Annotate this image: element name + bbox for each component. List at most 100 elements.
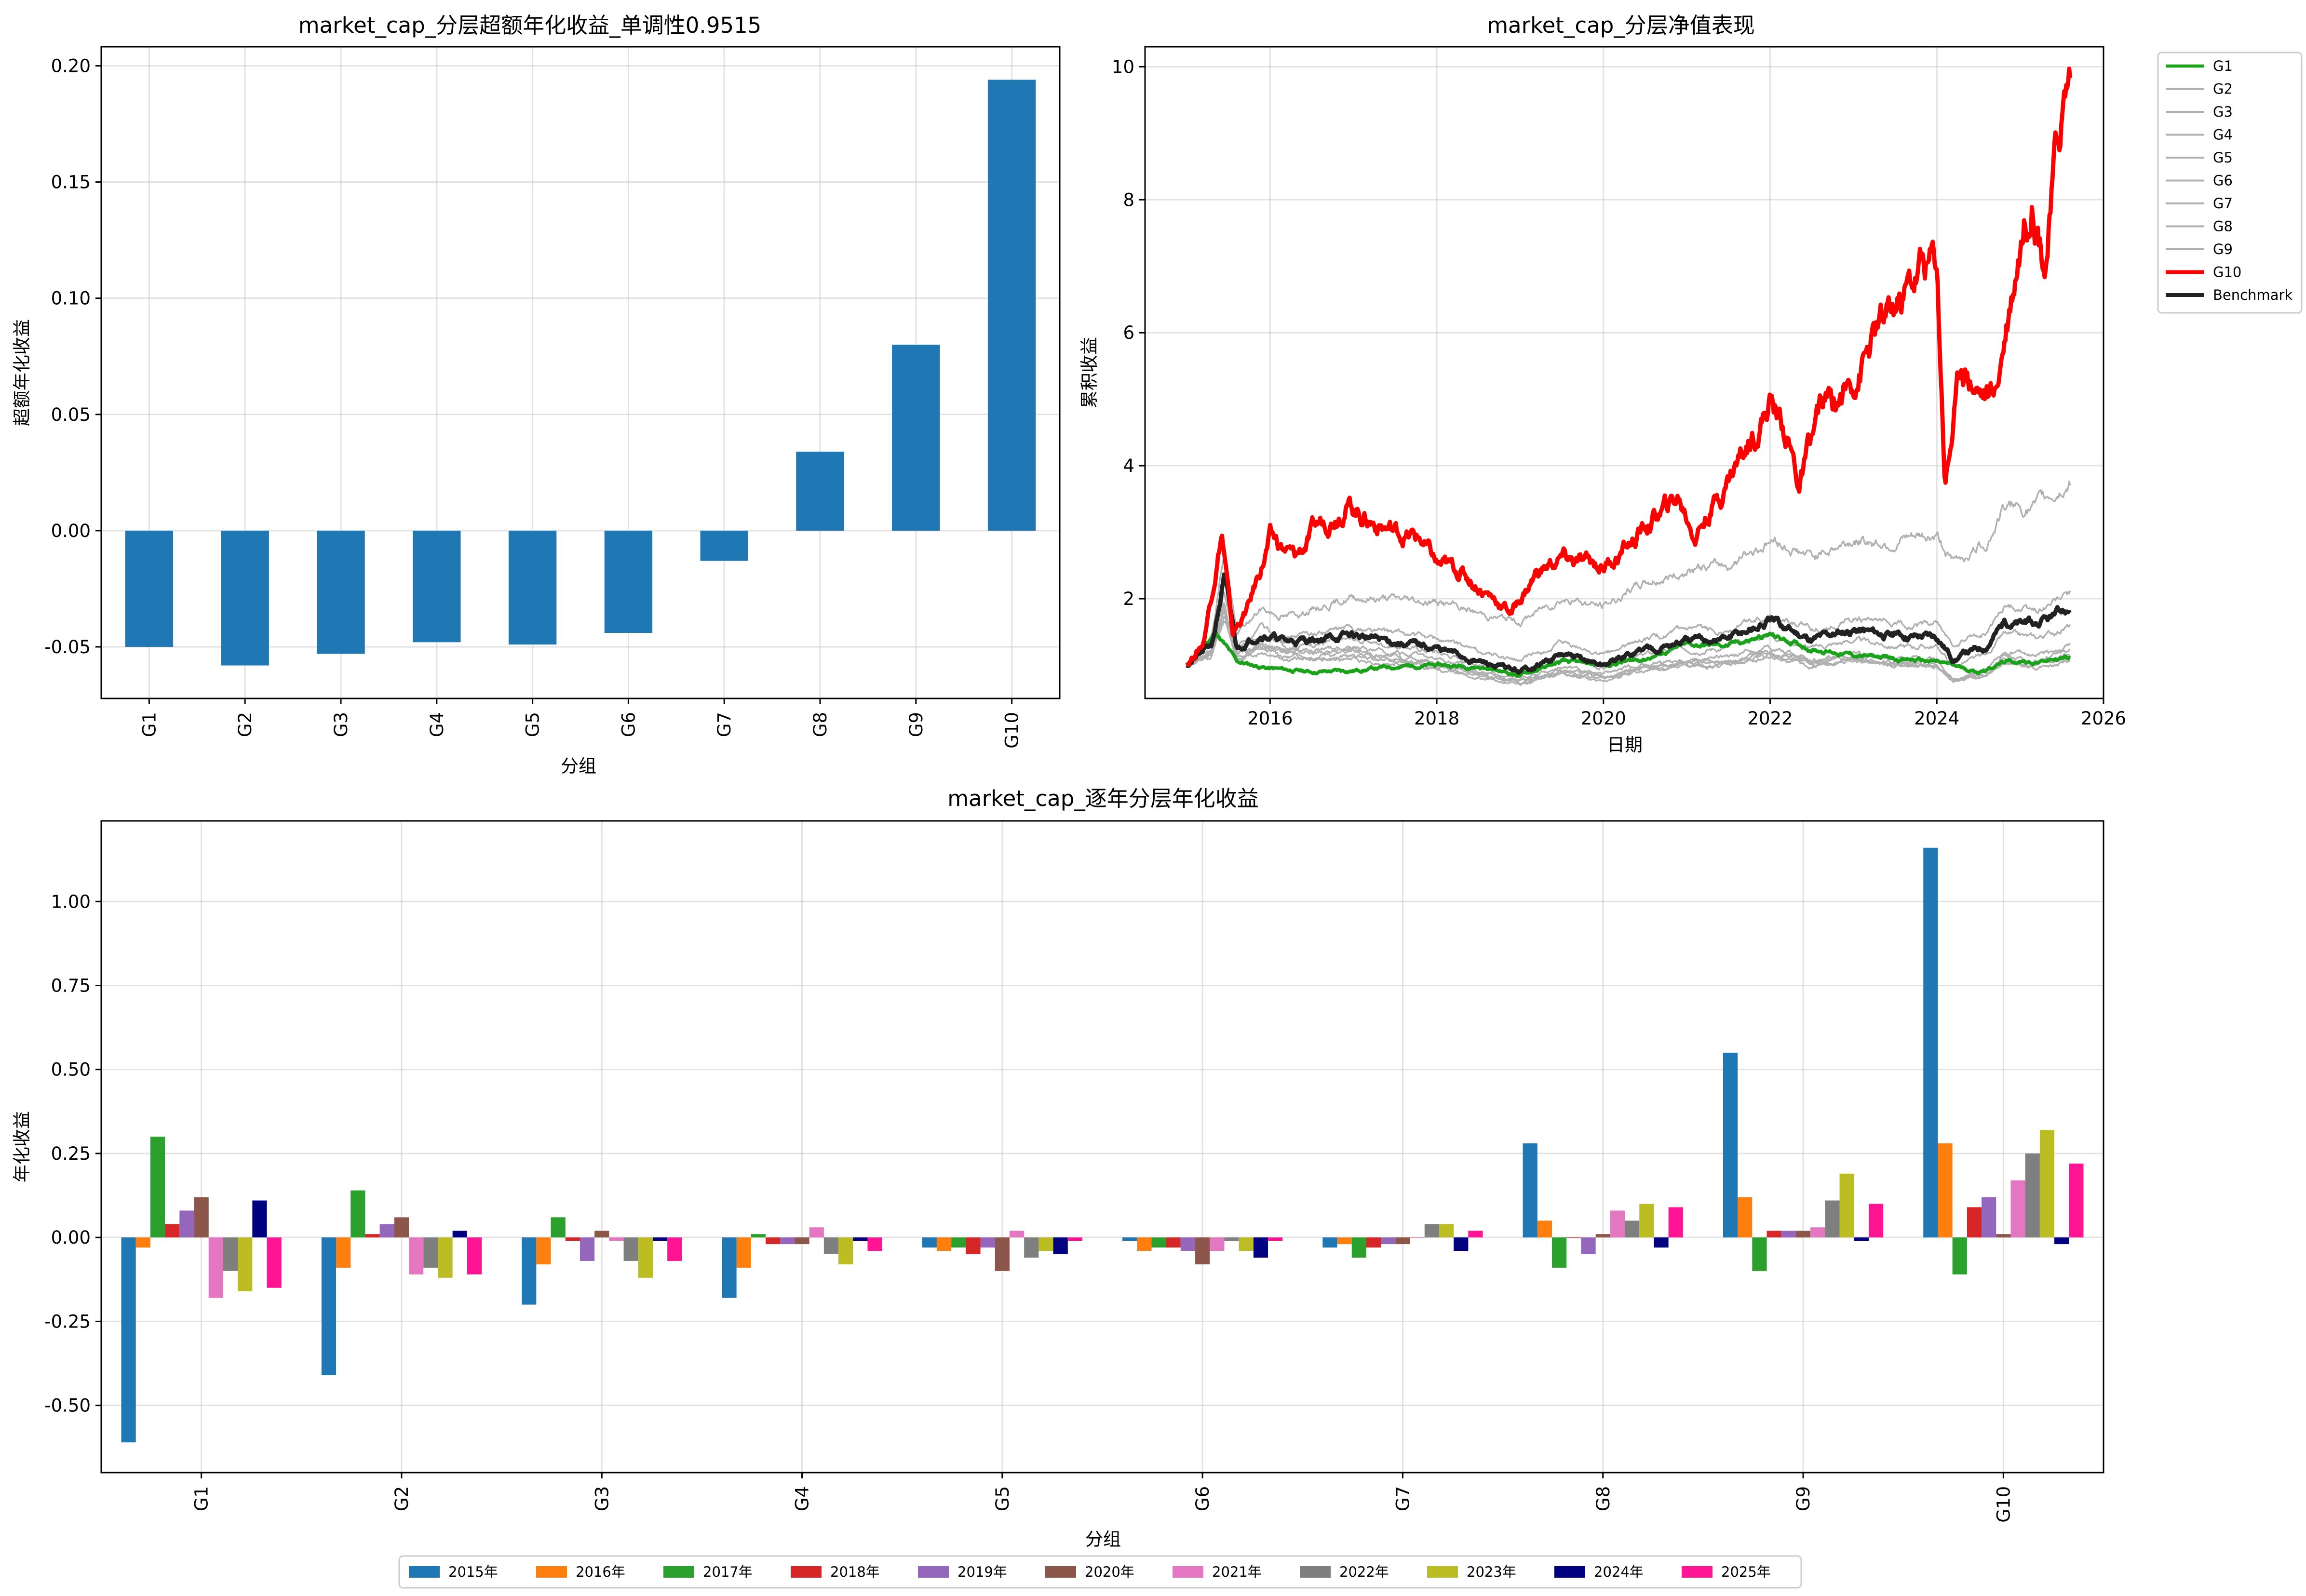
- chart3-frame: [100, 820, 2104, 1474]
- chart2-legend-label: G6: [2213, 173, 2233, 189]
- chart3-x-tick-label: G5: [992, 1486, 1013, 1511]
- chart3-bar: [1053, 1237, 1068, 1255]
- chart2-legend-box: [2157, 52, 2303, 314]
- chart3-bar: [1938, 1143, 1953, 1238]
- chart1-x-axis-label: 分组: [561, 756, 596, 777]
- chart3-x-tick-label: G10: [1993, 1486, 2014, 1523]
- chart2-x-axis-label: 日期: [1607, 735, 1643, 755]
- chart3-bar: [252, 1200, 267, 1238]
- chart3-legend-label: 2022年: [1339, 1564, 1389, 1580]
- chart3-bar: [1024, 1237, 1039, 1258]
- chart3-bar: [121, 1237, 136, 1443]
- chart3-legend: 2015年 2016年 2017年 2018年 2019年 2020年 2021年 2022年…: [398, 1555, 1802, 1589]
- chart3-bar: [1137, 1237, 1152, 1251]
- chart3-legend-swatch: [1682, 1566, 1713, 1578]
- chart3-y-tick-label: 0.25: [51, 1143, 91, 1164]
- chart1-y-tick-label: -0.05: [44, 637, 91, 657]
- chart1-x-tick-label: G4: [427, 712, 447, 737]
- chart3-bar: [1366, 1237, 1381, 1248]
- chart3-bar: [1810, 1227, 1825, 1238]
- chart2-x-tick-label: 2016: [1247, 708, 1293, 729]
- chart2-x-tick-label: 2022: [1747, 708, 1793, 729]
- chart3-bar: [165, 1224, 180, 1238]
- chart1-x-tick-label: G8: [810, 712, 831, 737]
- chart3-bar: [179, 1210, 194, 1238]
- chart1-bar: [700, 530, 748, 561]
- chart2-legend-label: G4: [2213, 127, 2233, 143]
- chart3-bar: [1253, 1237, 1268, 1258]
- chart2-x-tick-label: 2024: [1914, 708, 1959, 729]
- chart3-bar: [1454, 1237, 1469, 1251]
- chart2-x-ticks: 2016 2018 2020 2022 2024 2026: [1247, 698, 2126, 729]
- chart2-series-line-g4: [1186, 608, 2071, 683]
- chart3-bar: [1439, 1224, 1454, 1238]
- chart3-bar: [267, 1237, 282, 1288]
- chart3-bar: [1322, 1237, 1337, 1248]
- chart3-bar: [1854, 1237, 1869, 1241]
- chart1-x-tick-label: G1: [139, 712, 160, 737]
- chart3-bar: [995, 1237, 1010, 1271]
- chart3-bar: [394, 1217, 409, 1238]
- chart3-bar: [1523, 1143, 1537, 1238]
- chart3-legend-label: 2020年: [1085, 1564, 1134, 1580]
- chart3-y-tick-label: 0.00: [51, 1227, 91, 1248]
- chart3-x-tick-label: G3: [592, 1486, 612, 1511]
- chart3-legend-swatch: [663, 1566, 694, 1578]
- chart3-bar: [1967, 1207, 1982, 1238]
- chart1-x-tick-label: G10: [1002, 712, 1023, 749]
- chart1-bar: [125, 530, 174, 647]
- chart3-legend-label: 2019年: [957, 1564, 1007, 1580]
- chart3-bar: [565, 1237, 580, 1241]
- chart2-series-line-g10: [1185, 67, 2073, 667]
- chart3-bar: [1166, 1237, 1181, 1248]
- chart1-x-tick-label: G3: [331, 712, 351, 737]
- chart3-bar: [1210, 1237, 1225, 1251]
- chart3-legend-swatch: [1045, 1566, 1076, 1578]
- chart3-y-ticks: -0.50 -0.25 0.00 0.25 0.50 0.75 1.00: [44, 891, 101, 1416]
- chart3-bar: [1996, 1234, 2011, 1238]
- chart2-legend-label: G10: [2213, 264, 2241, 281]
- chart3-title: market_cap_逐年分层年化收益: [947, 786, 1259, 811]
- chart3-bar: [795, 1237, 809, 1245]
- chart3-bar: [379, 1224, 394, 1238]
- chart1-y-axis-label: 超额年化收益: [12, 319, 32, 426]
- chart3-bar: [1923, 847, 1938, 1238]
- chart3-bar: [551, 1217, 566, 1238]
- chart3-bar: [1825, 1200, 1840, 1238]
- chart2-y-tick-label: 4: [1123, 456, 1134, 476]
- chart3-bar: [1410, 1237, 1425, 1238]
- chart3-bar: [150, 1137, 165, 1238]
- chart3-bar: [1224, 1237, 1239, 1241]
- chart2-series-line-benchmark: [1185, 572, 2072, 675]
- chart3-bar: [238, 1237, 253, 1291]
- chart1-bar: [604, 530, 653, 633]
- chart2-legend: G1 G2 G3 G4 G5 G6 G7 G8 G9 G10 Benchmark: [2157, 52, 2303, 314]
- chart3-bar: [780, 1237, 795, 1245]
- chart1-bar: [892, 345, 940, 531]
- chart3-bar: [1151, 1237, 1166, 1248]
- chart3-bar: [1625, 1220, 1640, 1238]
- chart3-bar: [1067, 1237, 1082, 1241]
- chart3-bar: [1738, 1197, 1753, 1238]
- chart1-x-tick-label: G2: [235, 712, 256, 737]
- chart3-y-tick-label: 1.00: [51, 891, 91, 912]
- chart3-bar: [536, 1237, 551, 1264]
- chart3-x-tick-label: G8: [1593, 1486, 1614, 1511]
- chart3-y-tick-label: 0.50: [51, 1060, 91, 1080]
- chart2-y-tick-label: 10: [1112, 56, 1134, 77]
- chart3-x-axis-label: 分组: [1085, 1529, 1121, 1550]
- chart3-legend-swatch: [1300, 1566, 1331, 1578]
- chart3-bar: [2039, 1130, 2055, 1238]
- chart1-x-tick-label: G7: [714, 712, 735, 737]
- chart3-x-tick-label: G7: [1392, 1486, 1413, 1511]
- chart1-bars: [125, 80, 1036, 666]
- chart3-legend-swatch: [918, 1566, 949, 1578]
- chart2-legend-label: G9: [2213, 241, 2233, 257]
- chart3-bar: [1668, 1207, 1683, 1238]
- chart3-x-tick-label: G1: [191, 1486, 212, 1511]
- chart3-x-tick-label: G9: [1793, 1486, 1814, 1511]
- chart3-bar: [1767, 1231, 1781, 1238]
- chart2-frame: [1144, 46, 2104, 699]
- chart3-bar: [1122, 1237, 1137, 1241]
